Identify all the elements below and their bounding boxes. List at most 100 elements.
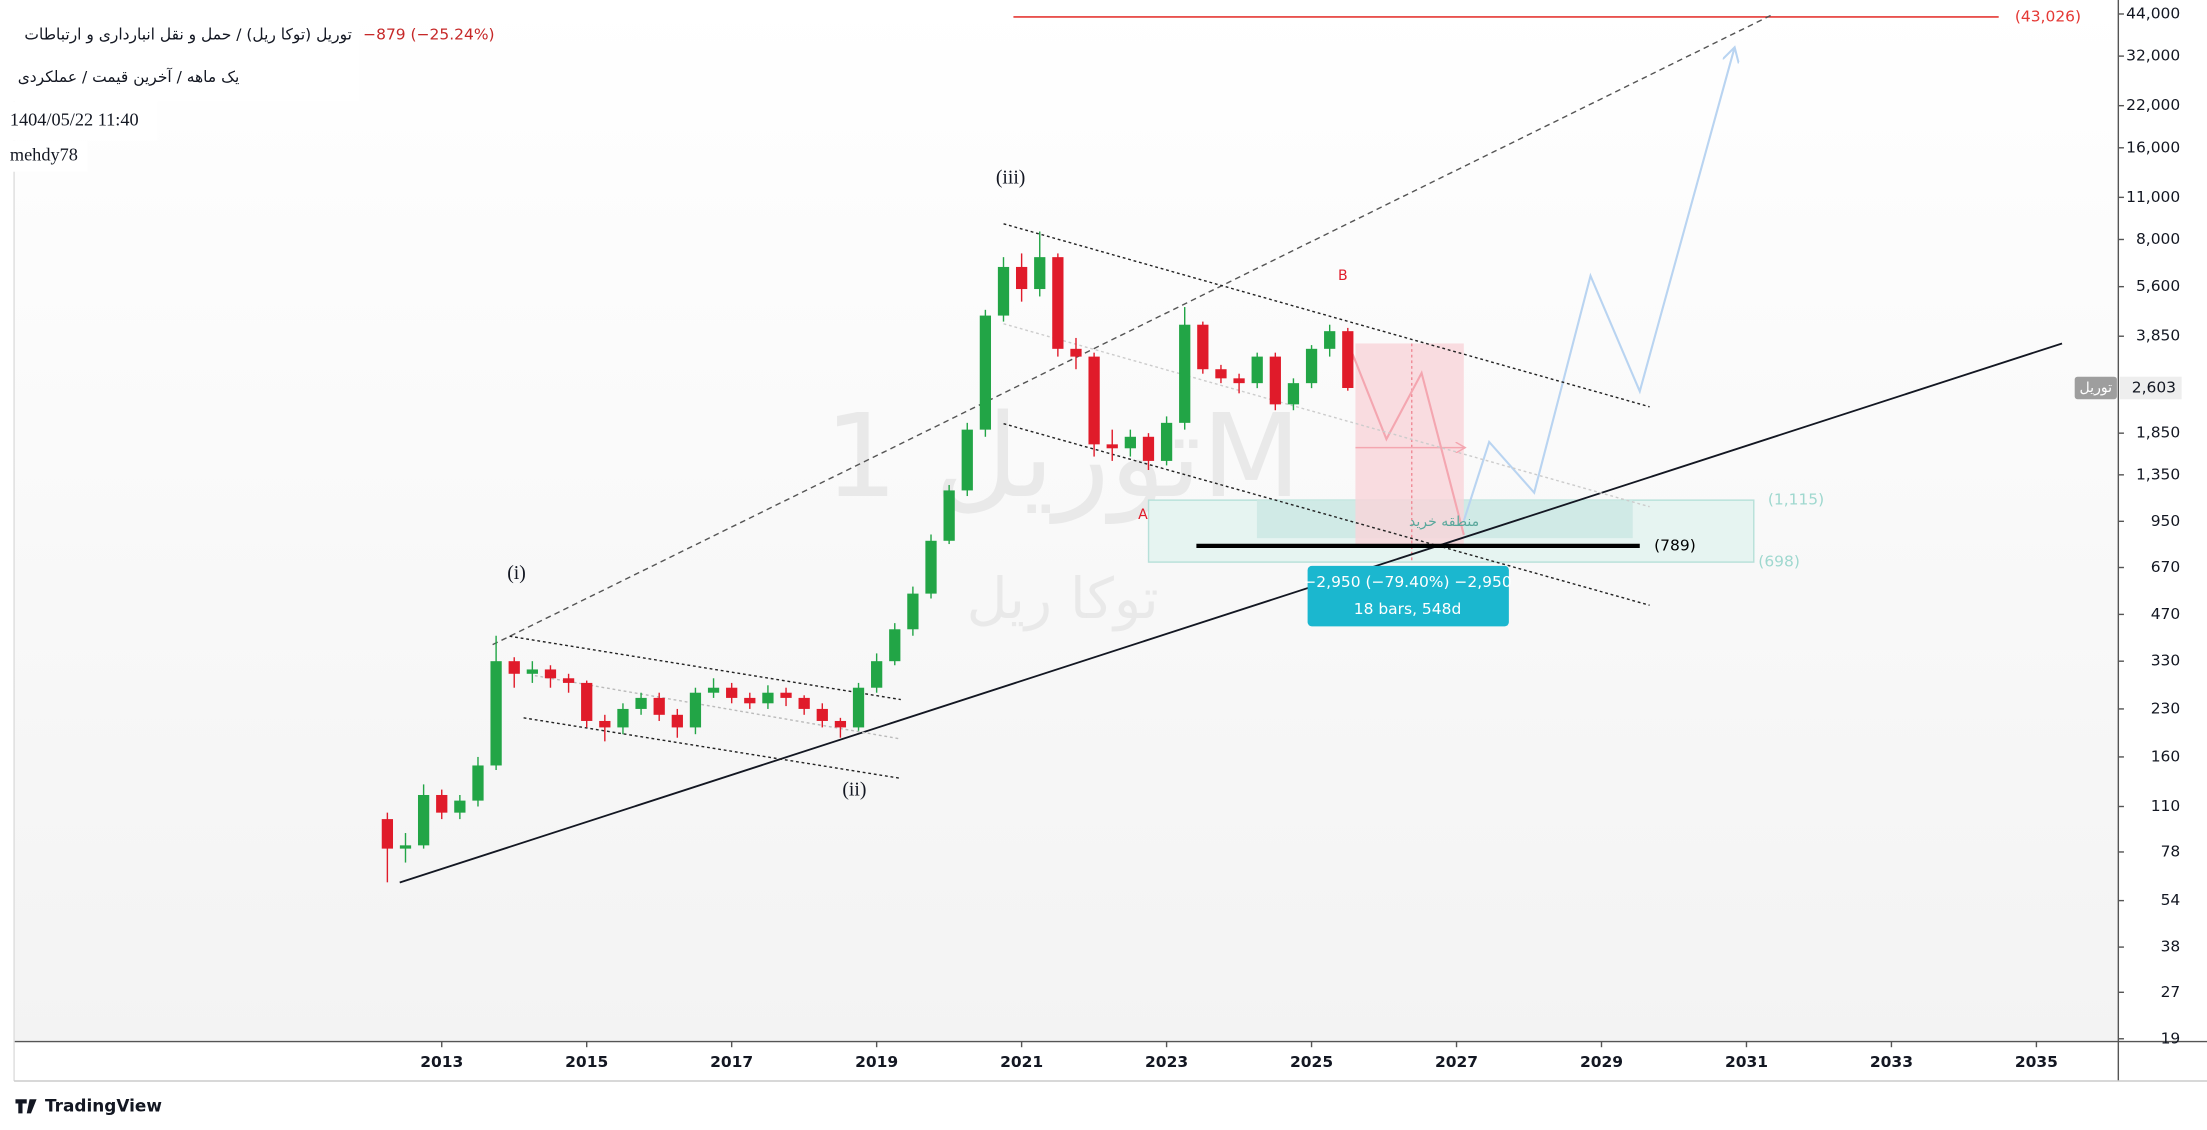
candle-body bbox=[1070, 348, 1082, 357]
candle-body bbox=[1124, 436, 1136, 449]
channel-line bbox=[509, 635, 901, 701]
candle-body bbox=[1269, 356, 1281, 405]
candle-body bbox=[943, 490, 955, 541]
candle-body bbox=[436, 794, 448, 813]
candle-body bbox=[381, 819, 394, 849]
candle-body bbox=[1142, 436, 1155, 461]
measure-bg bbox=[1307, 565, 1509, 627]
candle-body bbox=[834, 720, 847, 728]
y-tick-label: 3,850 bbox=[2136, 327, 2180, 345]
y-tick-label: 1,850 bbox=[2136, 424, 2180, 442]
candle-body bbox=[1342, 331, 1354, 388]
candle-body bbox=[816, 708, 828, 721]
x-tick-label: 2019 bbox=[855, 1053, 898, 1071]
y-tick-label: 32,000 bbox=[2126, 47, 2180, 65]
candle-body bbox=[581, 682, 593, 721]
channel-line bbox=[523, 717, 901, 780]
y-tick-label: 5,600 bbox=[2136, 277, 2180, 295]
drawings bbox=[399, 13, 2063, 884]
candle-body bbox=[508, 661, 520, 674]
branding: TradingView bbox=[45, 1095, 162, 1115]
wave-label: A bbox=[1138, 507, 1148, 523]
x-tick-label: 2035 bbox=[2015, 1053, 2058, 1071]
trendline bbox=[399, 342, 2063, 884]
symbol-badge bbox=[2074, 376, 2117, 400]
level-label: (1,115) bbox=[1768, 491, 1824, 509]
watermark-sub: توکا ریل bbox=[967, 567, 1159, 632]
symbol-label: توریل bbox=[2080, 380, 2113, 396]
candle-body bbox=[1160, 422, 1173, 461]
y-tick-label: 44,000 bbox=[2126, 4, 2180, 22]
x-tick-label: 2033 bbox=[1870, 1053, 1913, 1071]
header-bg bbox=[0, 140, 88, 172]
candle-body bbox=[454, 800, 466, 813]
candle-body bbox=[1233, 378, 1245, 384]
candle-body bbox=[1305, 348, 1318, 384]
candle-body bbox=[1197, 324, 1209, 370]
candle-body bbox=[871, 661, 883, 688]
candle-body bbox=[671, 714, 683, 728]
candle-body bbox=[417, 794, 430, 846]
y-tick-label: 78 bbox=[2161, 842, 2181, 860]
x-tick-label: 2031 bbox=[1725, 1053, 1768, 1071]
projection bbox=[1347, 343, 1465, 536]
candle-body bbox=[562, 678, 575, 683]
candle-body bbox=[852, 687, 865, 728]
y-tick-label: 950 bbox=[2151, 512, 2181, 530]
y-tick-label: 54 bbox=[2161, 891, 2181, 909]
risk-zone bbox=[1355, 343, 1464, 547]
y-tick-label: 110 bbox=[2151, 797, 2181, 815]
candle-body bbox=[1215, 369, 1227, 379]
candle-body bbox=[744, 697, 756, 704]
header-bg bbox=[0, 101, 158, 141]
x-tick-label: 2015 bbox=[565, 1053, 608, 1071]
x-tick-label: 2023 bbox=[1145, 1053, 1188, 1071]
candle-body bbox=[997, 266, 1010, 316]
x-tick-label: 2027 bbox=[1435, 1053, 1478, 1071]
candle-body bbox=[1106, 444, 1118, 449]
candle-body bbox=[889, 629, 901, 662]
y-tick-label: 22,000 bbox=[2126, 96, 2180, 114]
y-tick-label: 8,000 bbox=[2136, 230, 2180, 248]
candle-body bbox=[490, 661, 502, 766]
candles bbox=[381, 231, 1354, 883]
title: توریل (توکا ریل) / حمل و نقل انبارداری و… bbox=[24, 26, 351, 45]
price-badge-label: 2,603 bbox=[2132, 378, 2176, 396]
candle-body bbox=[544, 669, 557, 679]
measure-text: 18 bars, 548d bbox=[1354, 600, 1461, 618]
y-tick-label: 1,350 bbox=[2136, 465, 2180, 483]
subtitle: یک ماهه / آخرین قیمت / عملکردی bbox=[18, 67, 240, 86]
level-label: (789) bbox=[1654, 536, 1696, 554]
level-label: (43,026) bbox=[2015, 7, 2081, 25]
y-tick-label: 38 bbox=[2161, 938, 2181, 956]
wave-label: B bbox=[1338, 268, 1348, 284]
y-tick-label: 16,000 bbox=[2126, 138, 2180, 156]
candle-body bbox=[907, 593, 919, 630]
candle-body bbox=[1088, 356, 1100, 445]
candle-body bbox=[707, 687, 720, 693]
measure-text: −2,950 (−79.40%) −2,950 bbox=[1303, 573, 1511, 591]
candle-body bbox=[617, 708, 629, 728]
y-tick-label: 670 bbox=[2151, 558, 2181, 576]
y-tick-label: 230 bbox=[2151, 699, 2181, 717]
y-tick-label: 160 bbox=[2151, 747, 2181, 765]
author: mehdy78 bbox=[10, 144, 78, 164]
candle-body bbox=[526, 669, 538, 674]
trendline bbox=[492, 13, 1774, 646]
candle-body bbox=[780, 692, 792, 698]
candle-body bbox=[726, 687, 738, 698]
candle-body bbox=[599, 720, 611, 728]
candle-body bbox=[925, 540, 937, 594]
wave-label: (ii) bbox=[842, 779, 866, 801]
x-tick-label: 2013 bbox=[420, 1053, 463, 1071]
measure-box: −2,950 (−79.40%) −2,950 18 bars, 548d bbox=[1303, 565, 1512, 627]
candle-body bbox=[689, 692, 702, 728]
y-tick-label: 330 bbox=[2151, 652, 2181, 670]
y-tick-label: 19 bbox=[2161, 1029, 2181, 1047]
candle-body bbox=[399, 845, 412, 849]
channel-line bbox=[1003, 223, 1650, 408]
channel-line bbox=[1003, 323, 1650, 508]
datetime: 1404/05/22 11:40 bbox=[10, 109, 139, 129]
